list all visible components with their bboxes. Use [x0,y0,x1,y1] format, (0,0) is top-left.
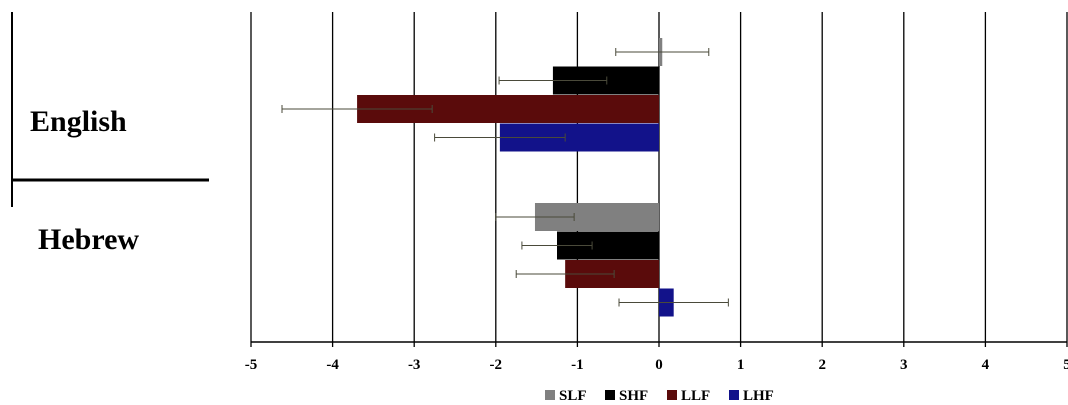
error-bars [281,48,729,307]
legend-label-llf: LLF [681,388,710,404]
x-tick-label: -4 [326,357,339,373]
x-axis: -5 -4 -3 -2 -1 0 1 2 3 4 5 [245,341,1068,373]
x-tick-label: -2 [490,357,503,373]
legend-label-lhf: LHF [743,388,774,404]
x-tick-label: 0 [655,357,663,373]
category-panel: English Hebrew [11,12,209,256]
x-tick-label: -3 [408,357,421,373]
legend-label-slf: SLF [559,388,587,404]
gridlines [250,12,1068,342]
x-tick-label: 3 [900,357,908,373]
bars [357,38,674,317]
x-tick-label: 2 [818,357,826,373]
x-tick-label: -5 [245,357,258,373]
x-tick-label: -1 [571,357,584,373]
legend-swatch-shf [605,390,615,400]
x-tick-label: 5 [1063,357,1068,373]
category-label-english: English [30,105,127,138]
x-tick-label: 1 [737,357,745,373]
x-tick-label: 4 [982,357,990,373]
legend: SLF SHF LLF LHF [545,388,774,404]
category-label-hebrew: Hebrew [38,223,139,256]
legend-swatch-lhf [729,390,739,400]
legend-label-shf: SHF [619,388,648,404]
legend-swatch-slf [545,390,555,400]
legend-swatch-llf [667,390,677,400]
